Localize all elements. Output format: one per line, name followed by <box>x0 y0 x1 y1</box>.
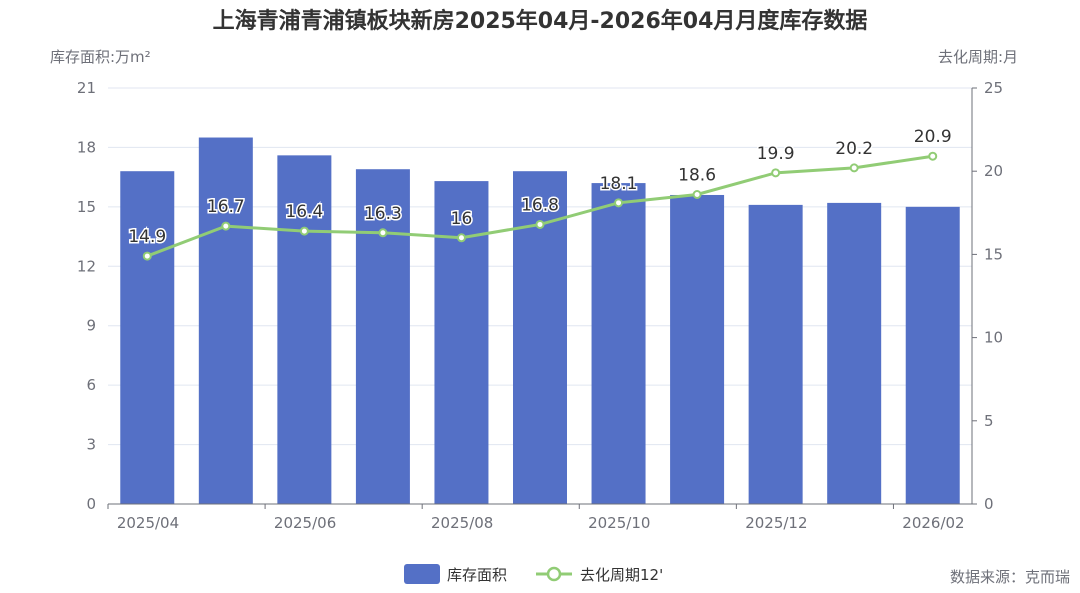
line-point <box>142 251 152 261</box>
x-tick-label: 2025/04 <box>117 514 179 532</box>
right-tick-label: 25 <box>984 79 1003 97</box>
line-point <box>614 198 624 208</box>
left-tick-label: 21 <box>77 79 96 97</box>
left-tick-label: 0 <box>86 495 96 513</box>
left-tick-label: 6 <box>86 376 96 394</box>
bar <box>827 202 882 504</box>
line-data-label: 20.2 <box>835 139 873 159</box>
right-axis: 0 5 10 15 20 25 <box>971 79 1003 513</box>
line-point <box>378 228 388 238</box>
bar <box>591 183 646 505</box>
line-point <box>221 221 231 231</box>
x-tick-label: 2025/12 <box>745 514 807 532</box>
line-point <box>692 189 702 199</box>
right-tick-label: 15 <box>984 245 1003 263</box>
x-tick-label: 2025/08 <box>431 514 493 532</box>
right-axis-label: 去化周期:月 <box>938 48 1018 66</box>
chart-title: 上海青浦青浦镇板块新房2025年04月-2026年04月月度库存数据 <box>213 8 868 34</box>
line-data-label: 18.6 <box>678 165 716 185</box>
bar <box>748 204 803 504</box>
line-point <box>299 226 309 236</box>
line-point <box>849 163 859 173</box>
line-data-label: 16.7 <box>207 197 245 217</box>
line-data-label: 18.1 <box>600 174 638 194</box>
left-tick-label: 9 <box>86 317 96 335</box>
bar <box>434 181 489 504</box>
line-point <box>535 219 545 229</box>
line-point <box>771 168 781 178</box>
line-point <box>456 233 466 243</box>
left-tick-label: 15 <box>77 198 96 216</box>
line-series: 14.9 16.7 16.4 16.3 16 16.8 18.1 18.6 19.9 20.2 20… <box>127 126 953 261</box>
legend-line-label: 去化周期12' <box>580 566 663 584</box>
legend-bar-swatch <box>404 564 440 584</box>
left-axis: 0 3 6 9 12 15 18 21 <box>77 79 96 513</box>
line-data-label: 16.4 <box>285 202 323 222</box>
x-tick-label: 2026/02 <box>902 514 964 532</box>
right-tick-label: 10 <box>984 329 1003 347</box>
bar <box>198 137 253 504</box>
right-tick-label: 20 <box>984 162 1003 180</box>
line-data-label: 16 <box>451 209 473 229</box>
right-tick-label: 5 <box>984 412 994 430</box>
line-point <box>928 151 938 161</box>
line-data-label: 20.9 <box>914 127 952 147</box>
left-tick-label: 3 <box>86 436 96 454</box>
x-axis: 2025/04 2025/06 2025/08 2025/10 2025/12 2026/… <box>107 503 972 532</box>
line-data-label: 16.8 <box>521 195 559 215</box>
bar <box>277 155 332 504</box>
x-tick-label: 2025/06 <box>274 514 336 532</box>
line-data-label: 19.9 <box>757 144 795 164</box>
x-tick-label: 2025/10 <box>588 514 650 532</box>
bar <box>905 206 960 504</box>
right-tick-label: 0 <box>984 495 994 513</box>
legend-line-marker <box>546 566 562 582</box>
bar <box>670 194 725 504</box>
line-data-label: 16.3 <box>364 204 402 224</box>
left-tick-label: 12 <box>77 257 96 275</box>
left-tick-label: 18 <box>77 138 96 156</box>
left-axis-label: 库存面积:万m² <box>50 48 151 66</box>
bar <box>120 171 175 504</box>
data-source: 数据来源：克而瑞 <box>950 568 1070 586</box>
line-data-label: 14.9 <box>128 227 166 247</box>
legend: 库存面积 去化周期12' <box>404 564 663 584</box>
legend-bar-label: 库存面积 <box>447 566 507 584</box>
bar <box>355 169 410 504</box>
bar-series <box>120 137 960 505</box>
